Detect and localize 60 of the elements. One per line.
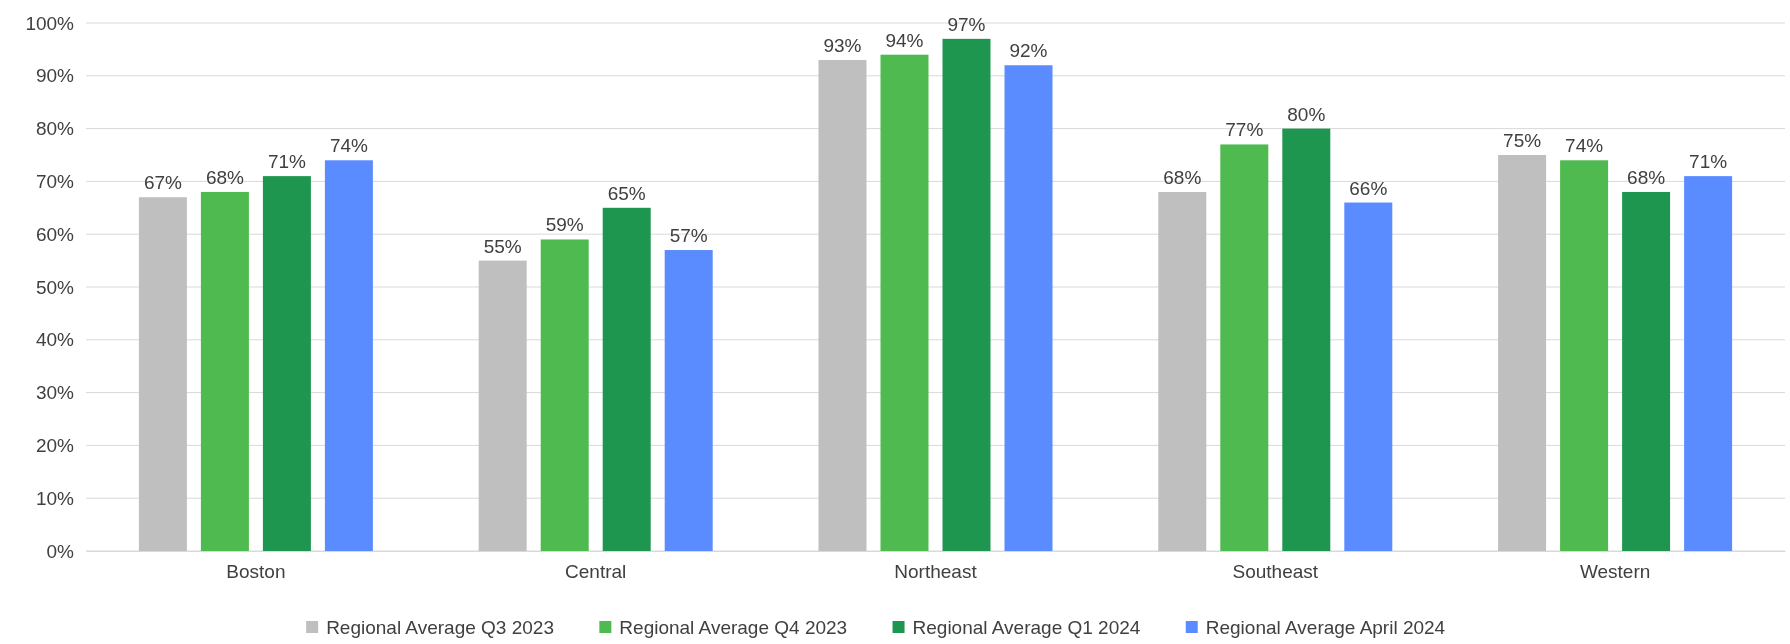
y-tick-label: 90% — [35, 65, 75, 87]
bar — [200, 191, 249, 551]
bar — [1344, 202, 1393, 551]
data-label: 71% — [1689, 151, 1728, 173]
bar — [602, 207, 651, 551]
data-label: 68% — [1163, 166, 1202, 188]
bar — [540, 239, 589, 551]
bar — [1004, 65, 1053, 551]
data-label: 80% — [1287, 103, 1326, 125]
bar — [1498, 155, 1547, 551]
y-tick-label: 60% — [35, 223, 75, 245]
y-tick-label: 80% — [35, 118, 75, 140]
data-label: 55% — [483, 235, 522, 257]
y-tick-label: 40% — [35, 329, 75, 351]
data-label: 75% — [1503, 130, 1542, 151]
data-label: 67% — [143, 172, 183, 194]
data-label: 66% — [1349, 177, 1388, 199]
bar — [942, 38, 991, 551]
data-label: 94% — [885, 29, 924, 51]
y-tick-label: 100% — [25, 12, 75, 34]
y-tick-label: 20% — [35, 434, 75, 456]
bar — [1560, 160, 1609, 551]
bar — [1622, 191, 1671, 551]
bar — [1282, 128, 1331, 551]
bar — [818, 59, 867, 551]
bar — [324, 160, 373, 551]
data-label: 74% — [1565, 135, 1604, 157]
x-tick-label: Western — [1579, 561, 1651, 583]
data-label: 57% — [669, 225, 708, 247]
x-tick-label: Boston — [226, 561, 286, 583]
bar — [880, 54, 929, 551]
y-tick-label: 0% — [46, 540, 75, 562]
y-tick-label: 10% — [35, 487, 75, 509]
x-tick-label: Southeast — [1232, 561, 1319, 583]
legend-label: Regional Average Q3 2023 — [326, 617, 554, 638]
x-tick-label: Central — [565, 561, 627, 583]
y-tick-label: 50% — [35, 276, 75, 298]
data-label: 74% — [329, 135, 369, 157]
data-label: 65% — [607, 182, 646, 204]
data-label: 93% — [823, 34, 862, 56]
data-label: 77% — [1225, 119, 1264, 141]
y-tick-label: 70% — [35, 170, 75, 192]
bar — [1220, 144, 1269, 551]
data-label: 97% — [947, 13, 986, 35]
data-label: 68% — [205, 166, 245, 188]
data-label: 68% — [1627, 166, 1666, 188]
y-tick-label: 30% — [35, 382, 75, 404]
bar — [262, 176, 311, 551]
legend-label: Regional Average Q1 2024 — [912, 617, 1141, 638]
legend-label: Regional Average April 2024 — [1205, 617, 1446, 638]
bar — [664, 250, 713, 551]
bar — [478, 260, 527, 551]
legend-label: Regional Average Q4 2023 — [619, 617, 848, 638]
data-label: 92% — [1009, 40, 1048, 62]
bar — [1684, 176, 1733, 551]
x-tick-label: Northeast — [894, 561, 978, 583]
bar — [138, 197, 187, 551]
bar — [1158, 191, 1207, 551]
data-label: 59% — [545, 214, 584, 236]
data-label: 71% — [267, 151, 307, 173]
